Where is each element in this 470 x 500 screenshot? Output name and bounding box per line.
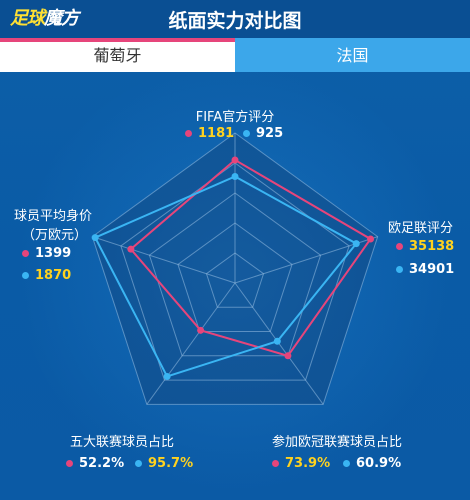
- series-point-1-2: [273, 337, 281, 345]
- portugal-dot-icon: [396, 243, 403, 250]
- value-uefa-portugal: 35138: [396, 239, 454, 254]
- series-point-1-1: [352, 240, 360, 248]
- team-left-tab: 葡萄牙: [0, 38, 235, 72]
- value-uefa-france: 34901: [396, 262, 454, 277]
- axis-label-top5: 五大联赛球员占比: [70, 435, 175, 450]
- logo-part2: 魔方: [44, 8, 79, 29]
- value-top5-portugal: 52.2%: [66, 456, 124, 471]
- series-point-0-3: [197, 326, 205, 334]
- series-line-0: [129, 158, 372, 357]
- value-text: 52.2%: [79, 456, 125, 471]
- value-text: 73.9%: [285, 456, 331, 471]
- radar-series: [91, 156, 375, 380]
- value-worth-portugal: 1399: [22, 246, 71, 261]
- value-text: 925: [256, 126, 284, 141]
- value-fifa-france: 925: [243, 126, 283, 141]
- series-point-0-2: [284, 352, 292, 360]
- axis-label-uefa: 欧足联评分: [388, 221, 454, 236]
- value-text: 1399: [35, 246, 72, 261]
- france-dot-icon: [243, 130, 250, 137]
- series-line-1: [93, 175, 358, 378]
- team-right-tab: 法国: [235, 38, 470, 72]
- value-ucl-portugal: 73.9%: [272, 456, 330, 471]
- france-dot-icon: [343, 460, 350, 467]
- portugal-dot-icon: [66, 460, 73, 467]
- radar-ring: [120, 162, 350, 381]
- axis-label-value: 球员平均身价: [14, 209, 93, 224]
- radar-ring: [177, 222, 293, 333]
- axis-label-value-unit: （万欧元）: [22, 228, 88, 243]
- value-text: 34901: [409, 262, 455, 277]
- portugal-dot-icon: [185, 130, 192, 137]
- radar-ring: [91, 132, 379, 405]
- value-fifa-portugal: 1181: [185, 126, 234, 141]
- axis-label-fifa: FIFA官方评分: [195, 110, 275, 125]
- france-dot-icon: [135, 460, 142, 467]
- portugal-dot-icon: [22, 250, 29, 257]
- value-text: 1870: [35, 268, 72, 283]
- team-left-label: 葡萄牙: [93, 46, 142, 65]
- value-text: 35138: [409, 239, 455, 254]
- logo: 足球魔方: [10, 4, 79, 34]
- header-bar: 足球魔方 纸面实力对比图: [0, 0, 470, 38]
- team-right-label: 法国: [336, 46, 369, 65]
- france-dot-icon: [22, 272, 29, 279]
- team-bar: 葡萄牙 法国: [0, 38, 470, 72]
- series-point-1-4: [91, 234, 99, 242]
- page-title: 纸面实力对比图: [168, 10, 302, 32]
- series-point-0-0: [231, 156, 239, 164]
- series-point-1-0: [231, 173, 239, 180]
- value-text: 60.9%: [356, 456, 402, 471]
- series-point-0-1: [367, 235, 375, 243]
- axis-label-ucl: 参加欧冠联赛球员占比: [272, 435, 403, 450]
- radar-spoke: [92, 236, 236, 284]
- series-point-0-4: [127, 245, 135, 253]
- value-ucl-france: 60.9%: [343, 456, 401, 471]
- france-dot-icon: [396, 266, 403, 273]
- radar-spoke: [146, 282, 236, 405]
- value-text: 1181: [198, 126, 235, 141]
- value-text: 95.7%: [148, 456, 194, 471]
- radar-ring: [205, 252, 265, 308]
- value-top5-france: 95.7%: [135, 456, 193, 471]
- series-point-1-3: [163, 372, 171, 380]
- logo-part1: 足球: [10, 8, 45, 29]
- value-worth-france: 1870: [22, 268, 71, 283]
- portugal-dot-icon: [272, 460, 279, 467]
